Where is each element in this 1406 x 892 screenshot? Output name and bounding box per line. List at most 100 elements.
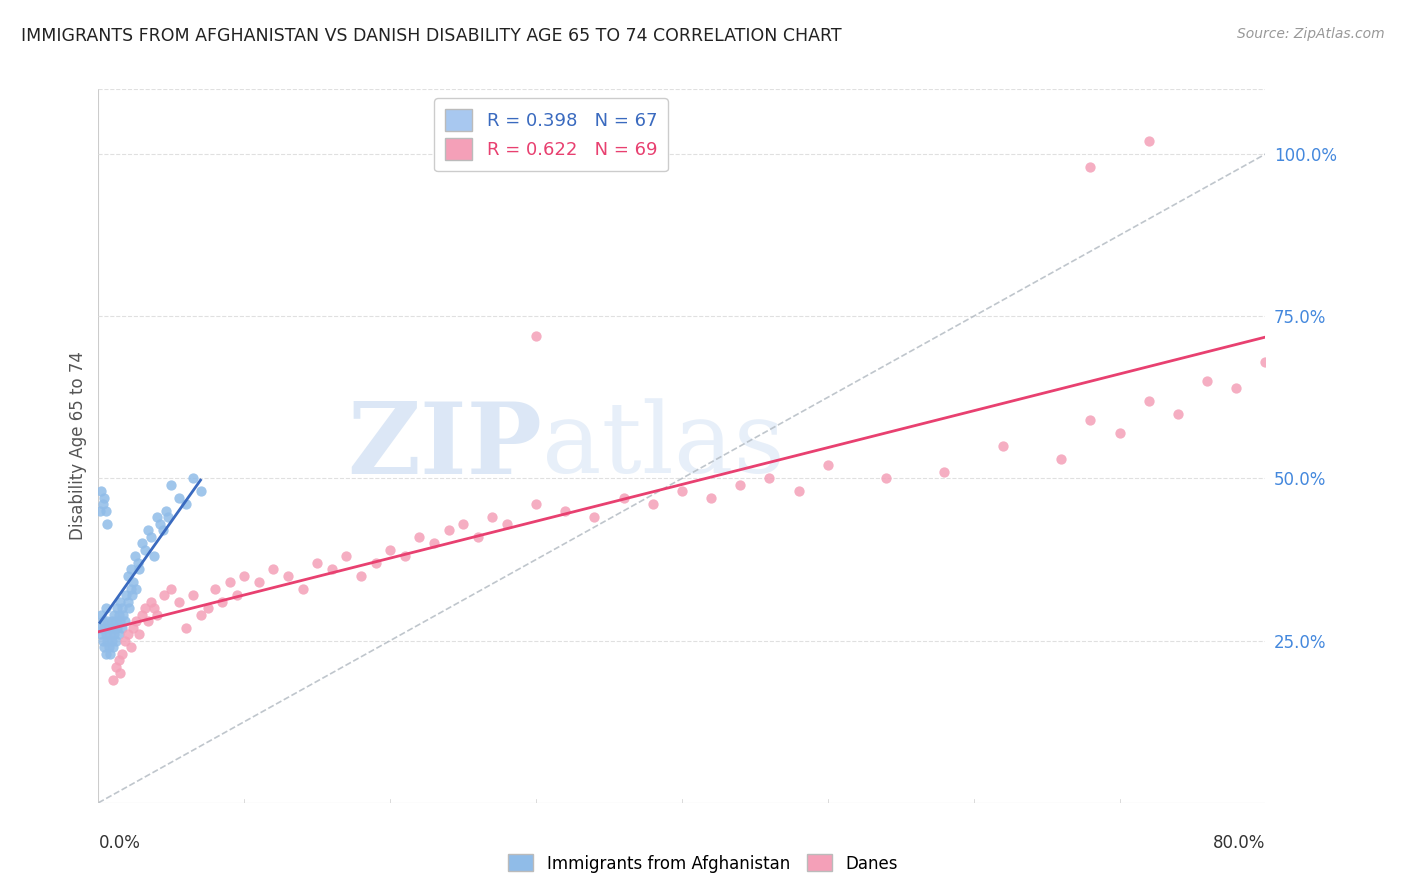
Point [108, 653, 131, 667]
Point [524, 497, 547, 511]
Point [728, 478, 751, 492]
Point [131, 536, 153, 550]
Point [111, 601, 134, 615]
Point [262, 562, 284, 576]
Point [612, 491, 634, 505]
Point [146, 607, 169, 622]
Point [96, 516, 118, 531]
Point [481, 510, 503, 524]
Point [437, 524, 460, 538]
Text: Source: ZipAtlas.com: Source: ZipAtlas.com [1237, 27, 1385, 41]
Point [181, 588, 204, 602]
Point [90, 627, 112, 641]
Point [1137, 393, 1160, 408]
Point [583, 510, 606, 524]
Point [758, 471, 780, 485]
Point [495, 516, 517, 531]
Point [1108, 425, 1130, 440]
Point [136, 614, 159, 628]
Point [142, 549, 165, 564]
Point [218, 575, 240, 590]
Point [149, 516, 172, 531]
Point [100, 633, 122, 648]
Point [1225, 381, 1247, 395]
Point [233, 568, 256, 582]
Point [160, 478, 183, 492]
Point [554, 504, 576, 518]
Point [1167, 407, 1189, 421]
Point [96, 614, 118, 628]
Point [125, 614, 148, 628]
Point [307, 556, 329, 570]
Point [1080, 160, 1102, 174]
Point [94, 601, 117, 615]
Point [112, 607, 135, 622]
Point [1050, 452, 1073, 467]
Point [110, 595, 132, 609]
Point [167, 595, 190, 609]
Point [98, 647, 121, 661]
Point [100, 614, 122, 628]
Point [1080, 413, 1102, 427]
Point [174, 497, 197, 511]
Point [190, 484, 212, 499]
Point [104, 633, 127, 648]
Point [190, 607, 212, 622]
Point [321, 562, 343, 576]
Point [114, 633, 136, 648]
Point [335, 549, 357, 564]
Point [105, 601, 128, 615]
Point [93, 491, 115, 505]
Point [101, 621, 124, 635]
Legend: Immigrants from Afghanistan, Danes: Immigrants from Afghanistan, Danes [502, 847, 904, 880]
Point [378, 542, 402, 557]
Point [91, 614, 114, 628]
Point [101, 640, 124, 654]
Point [181, 471, 204, 485]
Point [114, 614, 136, 628]
Point [142, 601, 165, 615]
Point [204, 582, 226, 596]
Point [197, 601, 219, 615]
Text: atlas: atlas [541, 398, 785, 494]
Point [127, 556, 149, 570]
Point [787, 484, 810, 499]
Point [131, 607, 153, 622]
Point [174, 621, 197, 635]
Point [136, 524, 159, 538]
Point [700, 491, 723, 505]
Point [117, 595, 139, 609]
Point [408, 530, 430, 544]
Point [104, 614, 127, 628]
Point [155, 504, 177, 518]
Point [94, 647, 117, 661]
Point [122, 575, 145, 590]
Text: 80.0%: 80.0% [1213, 834, 1265, 852]
Text: ZIP: ZIP [347, 398, 541, 494]
Y-axis label: Disability Age 65 to 74: Disability Age 65 to 74 [69, 351, 87, 541]
Point [111, 647, 134, 661]
Point [121, 588, 143, 602]
Point [451, 516, 474, 531]
Point [91, 633, 114, 648]
Point [291, 582, 314, 596]
Legend: R = 0.398   N = 67, R = 0.622   N = 69: R = 0.398 N = 67, R = 0.622 N = 69 [434, 98, 668, 171]
Point [153, 588, 176, 602]
Point [350, 568, 373, 582]
Point [105, 621, 128, 635]
Point [120, 562, 142, 576]
Point [91, 497, 114, 511]
Point [97, 640, 120, 654]
Point [160, 582, 183, 596]
Text: 0.0%: 0.0% [98, 834, 141, 852]
Point [394, 549, 416, 564]
Point [97, 621, 120, 635]
Point [1254, 354, 1277, 368]
Point [96, 633, 118, 648]
Point [93, 621, 115, 635]
Point [211, 595, 233, 609]
Point [104, 659, 127, 673]
Point [89, 621, 111, 635]
Point [671, 484, 693, 499]
Point [125, 582, 148, 596]
